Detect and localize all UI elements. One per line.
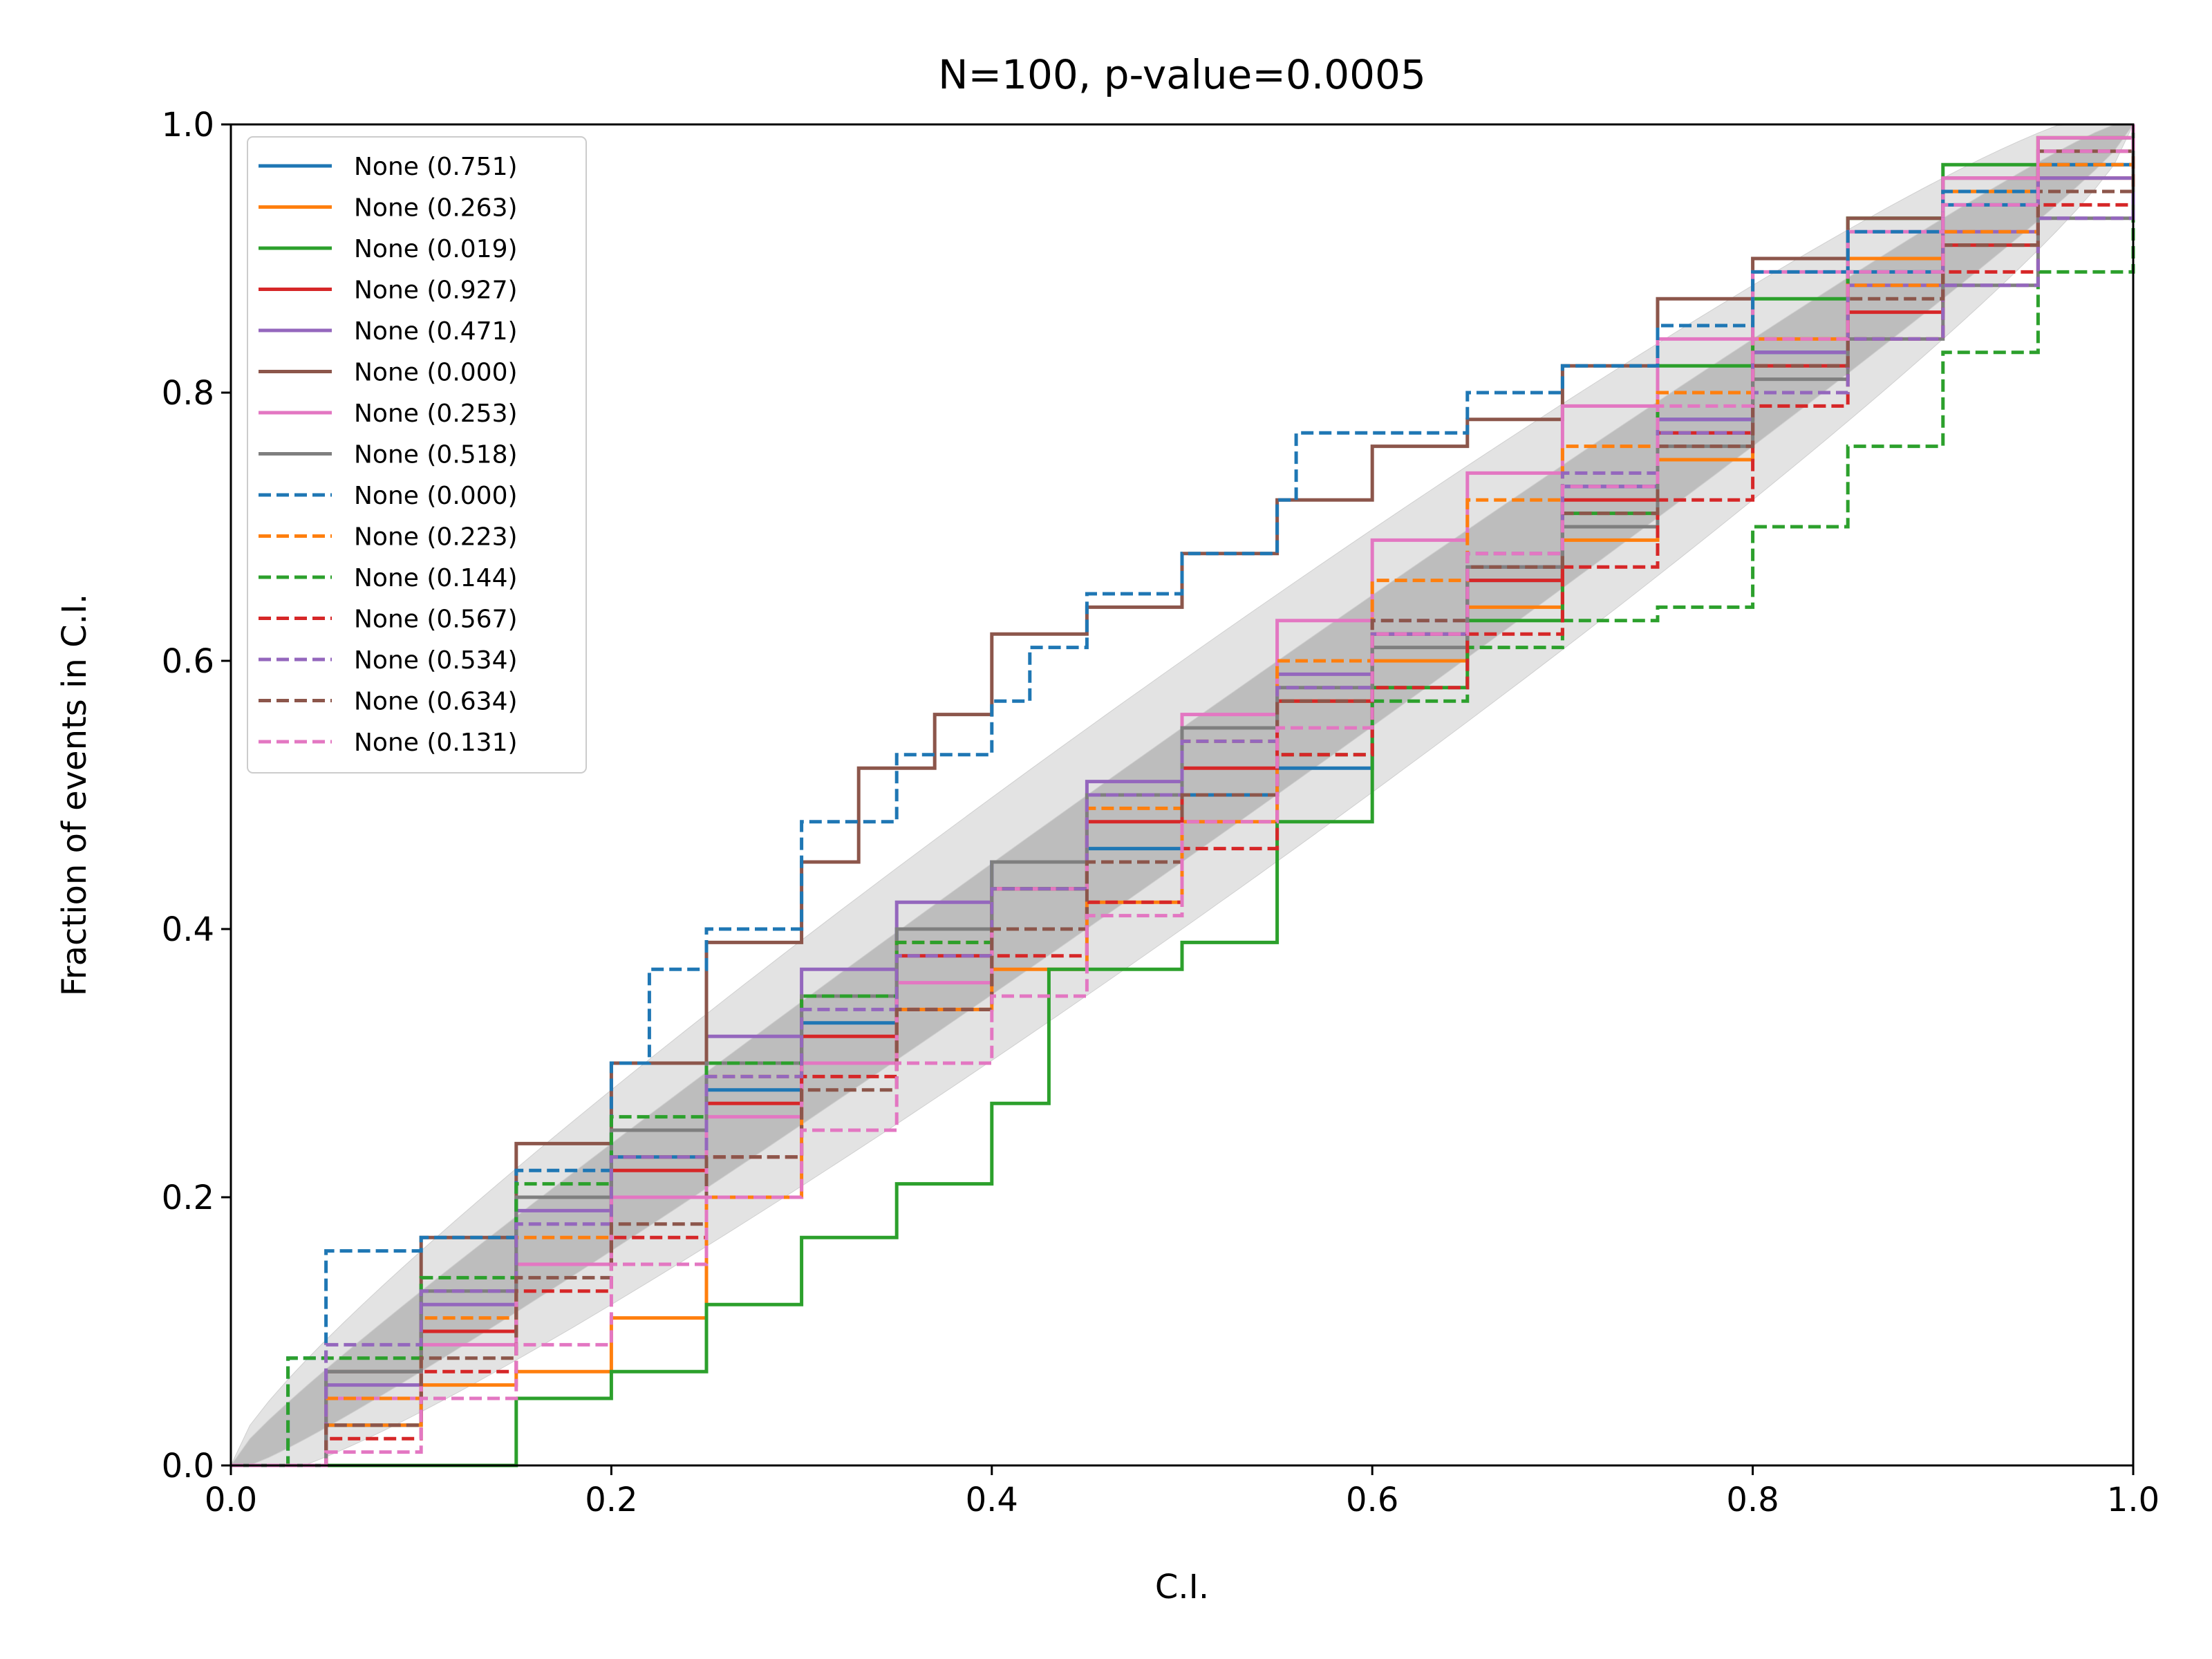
series-line-15 bbox=[231, 124, 2135, 1468]
legend-label: None (0.000) bbox=[354, 482, 518, 510]
series-line-13 bbox=[231, 124, 2135, 1468]
legend-box bbox=[247, 136, 587, 774]
legend-label: None (0.131) bbox=[354, 729, 518, 757]
y-axis-ticks: 0.0 0.2 0.4 0.6 0.8 1.0 bbox=[162, 106, 231, 1485]
legend-label: None (0.518) bbox=[354, 441, 518, 469]
y-axis-label: Fraction of events in C.I. bbox=[55, 594, 94, 997]
y-tick-label: 0.0 bbox=[162, 1447, 214, 1485]
y-tick-label: 0.4 bbox=[162, 910, 214, 949]
legend-label: None (0.144) bbox=[354, 564, 518, 592]
x-axis-label: C.I. bbox=[1155, 1568, 1209, 1606]
legend-label: None (0.019) bbox=[354, 235, 518, 263]
x-tick-label: 0.8 bbox=[1726, 1481, 1779, 1519]
y-tick-label: 1.0 bbox=[162, 106, 214, 144]
legend-label: None (0.567) bbox=[354, 606, 518, 634]
x-tick-label: 0.2 bbox=[585, 1481, 637, 1519]
legend: None (0.751) None (0.263) None (0.019) None… bbox=[247, 136, 587, 774]
x-axis-ticks: 0.0 0.2 0.4 0.6 0.8 1.0 bbox=[205, 1465, 2159, 1519]
y-tick-label: 0.8 bbox=[162, 374, 214, 413]
legend-label: None (0.634) bbox=[354, 688, 518, 716]
y-tick-label: 0.2 bbox=[162, 1179, 214, 1217]
series-line-14 bbox=[231, 124, 2135, 1468]
plot-frame bbox=[229, 123, 2135, 1467]
legend-label: None (0.751) bbox=[354, 153, 518, 181]
x-tick-label: 0.6 bbox=[1346, 1481, 1398, 1519]
legend-label: None (0.927) bbox=[354, 276, 518, 305]
legend-label: None (0.000) bbox=[354, 359, 518, 387]
series-lines bbox=[231, 124, 2135, 1468]
legend-label: None (0.253) bbox=[354, 400, 518, 428]
x-tick-label: 1.0 bbox=[2107, 1481, 2159, 1519]
chart-title: N=100, p-value=0.0005 bbox=[938, 51, 1426, 98]
x-tick-label: 0.4 bbox=[966, 1481, 1018, 1519]
x-tick-label: 0.0 bbox=[205, 1481, 257, 1519]
legend-label: None (0.534) bbox=[354, 646, 518, 675]
legend-label: None (0.471) bbox=[354, 317, 518, 346]
legend-label: None (0.223) bbox=[354, 523, 518, 552]
legend-label: None (0.263) bbox=[354, 194, 518, 223]
y-tick-label: 0.6 bbox=[162, 642, 214, 681]
